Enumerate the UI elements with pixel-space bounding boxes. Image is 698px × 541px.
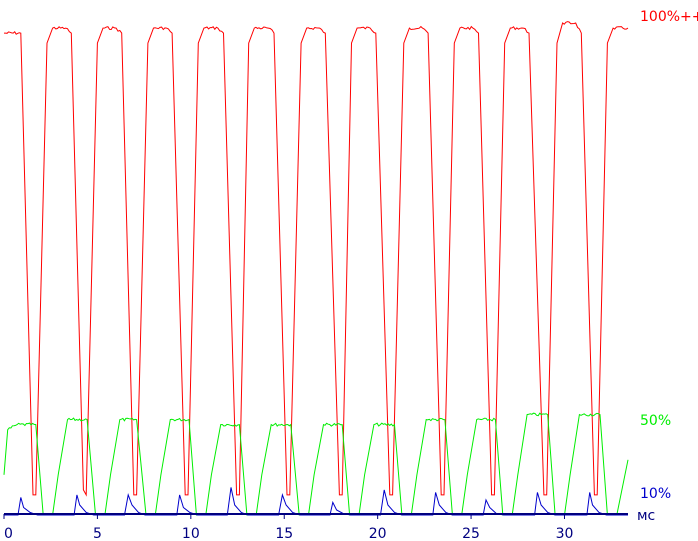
series-layer [3,21,629,516]
x-tick-label: 0 [4,526,13,541]
x-tick-label: 30 [556,526,574,541]
x-tick-label: 25 [462,526,480,541]
x-tick-label: 20 [369,526,387,541]
x-ticks: 0 5 10 15 20 25 30 [3,514,574,541]
x-axis-unit-label: мс [637,508,655,524]
series-labels: 100%++ 50% 10% [640,9,698,502]
series-label-1: 50% [640,413,671,429]
series-line-0 [4,21,629,497]
x-tick-label: 10 [182,526,200,541]
x-tick-label: 15 [275,526,293,541]
x-tick-label: 5 [93,526,102,541]
series-label-0: 100%++ [640,9,698,25]
series-label-2: 10% [640,486,671,502]
series-line-2 [4,487,628,516]
series-line-1 [3,412,629,516]
